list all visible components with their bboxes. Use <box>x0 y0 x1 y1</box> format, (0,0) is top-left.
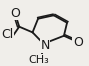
Text: N: N <box>40 39 50 52</box>
Text: O: O <box>73 36 83 49</box>
Text: CH₃: CH₃ <box>28 55 49 65</box>
Text: Cl: Cl <box>1 28 14 41</box>
Text: O: O <box>10 7 20 20</box>
